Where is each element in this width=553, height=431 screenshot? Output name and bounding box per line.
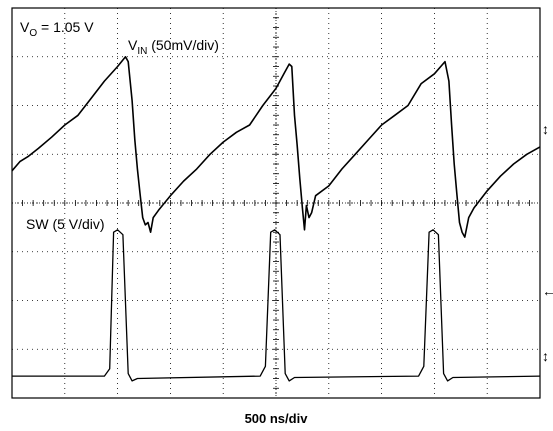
x-axis-label: 500 ns/div [245, 411, 309, 426]
trigger-marker-icon: ← [542, 283, 553, 299]
ch2-marker-icon: ↕ [542, 348, 549, 364]
sw-trace [12, 229, 541, 382]
graticule [11, 7, 541, 399]
vin-trace [11, 56, 541, 238]
ch1-marker-icon: ↕ [542, 121, 549, 137]
sw-label: SW (5 V/div) [26, 216, 105, 232]
vin-label: VIN (50mV/div) [128, 37, 219, 57]
vo-annotation: VO = 1.05 V [20, 19, 94, 39]
